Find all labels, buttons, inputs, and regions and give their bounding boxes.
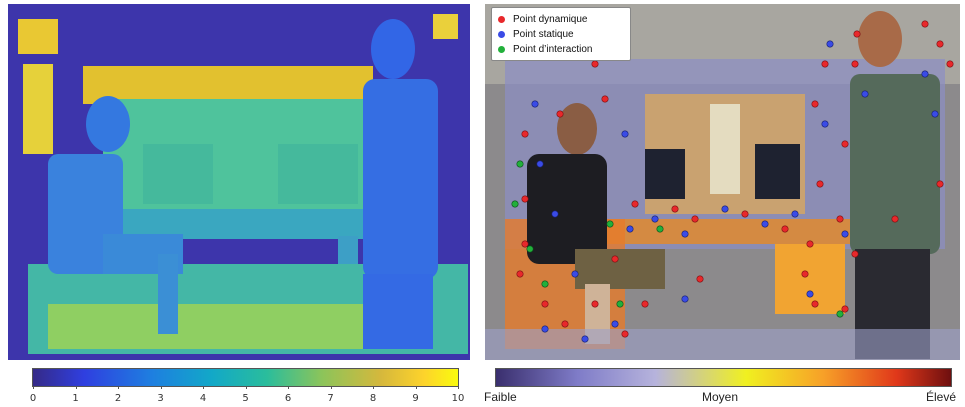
depth-tick-mark: [75, 386, 77, 389]
legend-item-static: Point statique: [498, 27, 574, 41]
interaction-point-marker: [498, 45, 505, 53]
depth-tick-label: 1: [72, 393, 79, 404]
depth-tick-label: 6: [284, 393, 292, 404]
depth-tick-label: 10: [451, 393, 465, 404]
tracked-points: [511, 20, 954, 343]
legend-item-interaction: Point d’interaction: [498, 42, 593, 56]
depth-tick-mark: [330, 386, 332, 389]
legend-label-static: Point statique: [513, 28, 574, 40]
legend-label-interaction: Point d’interaction: [513, 43, 593, 55]
depth-tick-mark: [203, 386, 204, 389]
depth-tick-label: 8: [369, 393, 377, 404]
depth-tick-label: 5: [242, 393, 249, 404]
confidence-high-label: Élevé: [926, 390, 957, 404]
depth-map-drawing: [8, 4, 470, 360]
scene-image: Point dynamique Point statique Point d’i…: [485, 4, 960, 360]
depth-tick-mark: [415, 386, 417, 389]
confidence-mid-label: Moyen: [702, 390, 739, 404]
depth-tick-label: 4: [199, 393, 207, 404]
legend-item-dynamic: Point dynamique: [498, 12, 588, 26]
confidence-colorbar: [495, 368, 952, 387]
depth-map-image: [8, 4, 470, 360]
dynamic-point-marker: [498, 15, 505, 23]
static-point-marker: [498, 30, 505, 38]
scatter-legend: Point dynamique Point statique Point d’i…: [491, 7, 631, 61]
depth-tick-label: 7: [327, 393, 334, 404]
depth-tick-mark: [245, 386, 247, 389]
depth-tick-label: 9: [412, 393, 419, 404]
depth-tick-mark: [458, 386, 459, 389]
depth-tick-mark: [33, 386, 34, 389]
depth-tick-mark: [118, 386, 119, 389]
depth-tick-mark: [288, 386, 289, 389]
depth-tick-label: 2: [114, 393, 122, 404]
legend-label-dynamic: Point dynamique: [513, 13, 588, 25]
depth-colorbar: [32, 368, 459, 387]
depth-tick-mark: [373, 386, 374, 389]
confidence-low-label: Faible: [484, 390, 517, 404]
depth-tick-label: 3: [157, 393, 164, 404]
depth-tick-mark: [160, 386, 162, 389]
depth-tick-label: 0: [29, 393, 37, 404]
